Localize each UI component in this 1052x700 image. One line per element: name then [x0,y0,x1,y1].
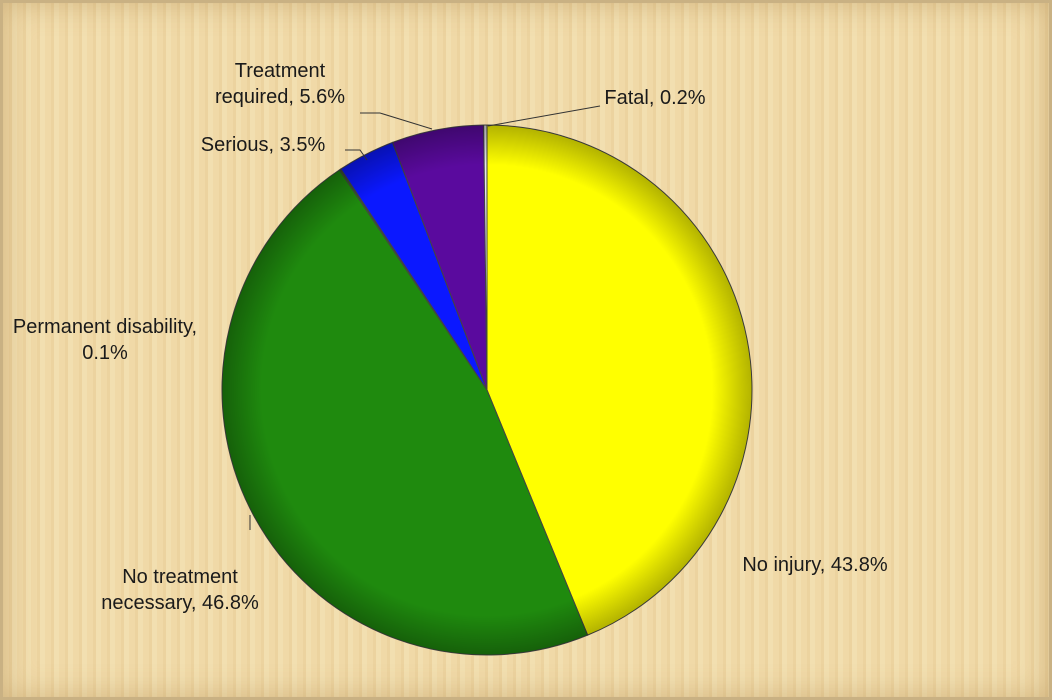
data-label: Serious, 3.5% [200,134,326,156]
leader-line [360,112,433,130]
pie-bevel [222,125,752,655]
data-label: No treatment necessary, 46.8% [101,566,259,614]
leader-line [487,105,601,127]
data-label: No injury, 43.8% [742,554,888,576]
leader-line [345,149,368,161]
data-label: Fatal, 0.2% [604,87,706,109]
data-label: Treatment required, 5.6% [214,60,346,108]
data-label: Permanent disability, 0.1% [12,316,198,364]
